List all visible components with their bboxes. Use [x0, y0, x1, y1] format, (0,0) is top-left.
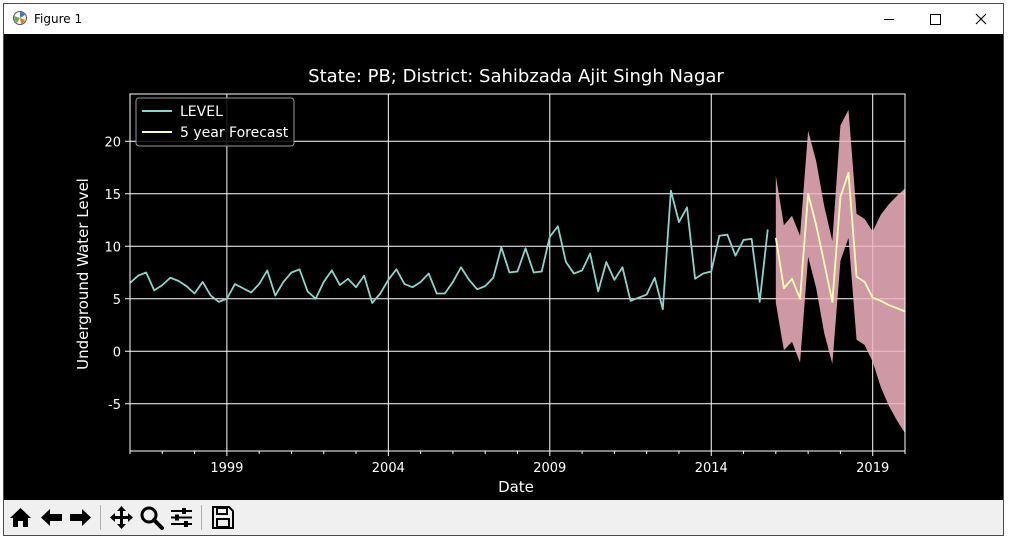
- y-tick-label: 15: [104, 188, 121, 203]
- series-level-line: [129, 189, 769, 311]
- series-layer: [129, 171, 906, 313]
- configure-subplots-button[interactable]: [168, 504, 195, 531]
- minimize-button[interactable]: [866, 4, 912, 34]
- figure-canvas[interactable]: 1999 2004 2009 2014 2019 -5 0 5 10 15 20 State: PB…: [4, 34, 1003, 500]
- forward-button[interactable]: [67, 504, 94, 531]
- home-icon: [10, 508, 31, 527]
- figure-window: Figure 1 1999 2004 2009 2014 2019 -5 0 5 10 15 20 …: [3, 3, 1004, 536]
- y-tick-label: 5: [113, 293, 121, 308]
- toolbar-separator: [100, 505, 101, 530]
- x-tick-label: 2019: [856, 461, 889, 476]
- x-tick-label: 1999: [210, 461, 243, 476]
- arrow-right-icon: [70, 509, 91, 526]
- arrow-left-icon: [41, 509, 62, 526]
- y-tick-label: 20: [104, 135, 121, 150]
- legend-label-forecast: 5 year Forecast: [180, 125, 289, 141]
- maximize-button[interactable]: [912, 4, 958, 34]
- pan-button[interactable]: [108, 504, 135, 531]
- x-tick-label: 2009: [533, 461, 566, 476]
- title-bar[interactable]: Figure 1: [4, 4, 1003, 34]
- navigation-toolbar: [4, 500, 1003, 535]
- legend-label-level: LEVEL: [180, 104, 223, 120]
- close-button[interactable]: [958, 4, 1004, 34]
- back-button[interactable]: [38, 504, 65, 531]
- y-tick-label: 0: [113, 345, 121, 360]
- tick-layer: 1999 2004 2009 2014 2019 -5 0 5 10 15 20: [104, 135, 906, 476]
- toolbar-separator: [201, 505, 202, 530]
- zoom-button[interactable]: [138, 504, 165, 531]
- floppy-icon: [212, 506, 234, 529]
- save-button[interactable]: [209, 504, 236, 531]
- magnifier-icon: [140, 506, 164, 530]
- sliders-icon: [171, 508, 192, 527]
- x-tick-label: 2014: [695, 461, 728, 476]
- legend: LEVEL 5 year Forecast: [135, 97, 295, 147]
- series-forecast-line: [774, 171, 906, 313]
- legend-box: [135, 97, 295, 147]
- chart-svg: 1999 2004 2009 2014 2019 -5 0 5 10 15 20 State: PB…: [74, 66, 906, 496]
- maximize-icon: [930, 14, 941, 25]
- matplotlib-app-icon: [13, 11, 27, 25]
- close-icon: [975, 13, 987, 25]
- x-axis-label: Date: [498, 478, 534, 496]
- x-tick-label: 2004: [372, 461, 405, 476]
- home-button[interactable]: [7, 504, 34, 531]
- minimize-icon: [884, 19, 894, 20]
- y-tick-label: 10: [104, 240, 121, 255]
- move-icon: [110, 506, 133, 529]
- y-axis-label: Underground Water Level: [74, 178, 92, 370]
- chart-title: State: PB; District: Sahibzada Ajit Sing…: [308, 66, 724, 87]
- forecast-confidence-band: [775, 109, 905, 434]
- y-tick-label: -5: [108, 398, 121, 413]
- window-title: Figure 1: [34, 12, 83, 26]
